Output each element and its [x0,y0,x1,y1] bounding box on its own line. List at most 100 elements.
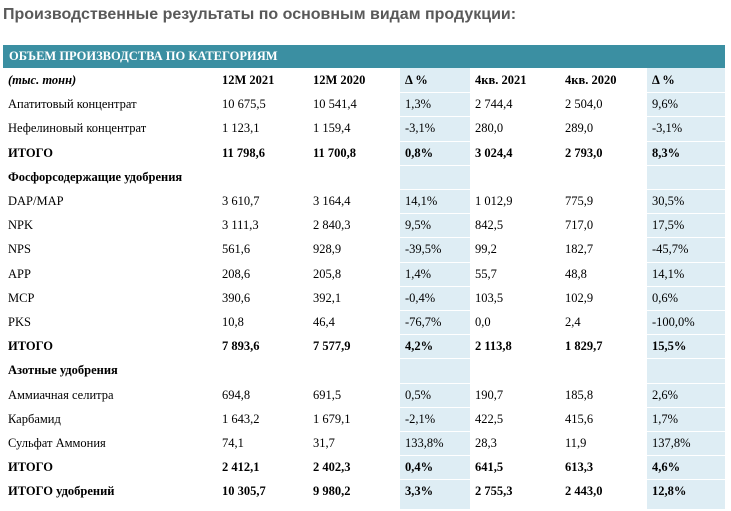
cell: 17,5% [652,218,685,233]
cell: 2 744,4 [475,97,513,112]
row-separator [647,237,725,239]
row-separator [400,164,470,166]
row-label: MCP [8,290,35,305]
cell: 0,4% [405,460,434,475]
cell: 3 164,4 [313,194,351,208]
column-header: 12М 2020 [313,73,366,87]
row-separator [647,116,725,118]
cell: 0,0 [475,315,491,329]
row-separator [647,164,725,166]
row-separator [647,310,725,311]
column-header: Δ % [405,73,428,87]
cell: -76,7% [405,315,442,329]
row-label: ИТОГО [8,145,53,160]
column-header: 12М 2021 [222,73,275,87]
cell: 9,5% [405,218,432,233]
row-label: NPK [8,218,34,233]
row-label: Нефелиновый концентрат [8,121,147,136]
cell: 1,3% [405,97,432,112]
column-header: (тыс. тонн) [8,73,77,87]
cell: 2 402,3 [313,460,351,475]
cell: 280,0 [475,121,504,136]
cell: 11 798,6 [222,145,266,160]
row-label: Апатитовый концентрат [8,97,137,112]
row-label: Фосфорсодержащие удобрения [8,169,183,184]
cell: 7 893,6 [222,339,260,354]
table: ОБЪЕМ ПРОИЗВОДСТВА ПО КАТЕГОРИЯМ (тыс. т… [3,45,725,509]
cell: 190,7 [475,387,504,402]
cell: 641,5 [475,460,504,475]
row-separator [647,406,725,408]
row-separator [400,479,470,481]
row-separator [400,261,470,263]
row-label: PKS [8,315,31,329]
row-separator [647,479,725,481]
row-separator [647,455,725,457]
cell: 717,0 [565,218,594,233]
cell: 2 840,3 [313,218,351,233]
cell: 422,5 [475,411,504,426]
row-separator [400,140,470,142]
row-separator [647,213,725,215]
row-separator [647,92,725,94]
cell: 1 829,7 [565,339,603,354]
row-label: DAP/MAP [8,194,64,208]
cell: 10,8 [222,315,244,329]
cell: 561,6 [222,242,251,257]
cell: 3 610,7 [222,194,260,208]
header-bar: ОБЪЕМ ПРОИЗВОДСТВА ПО КАТЕГОРИЯМ [3,45,725,68]
cell: 11,9 [565,436,587,450]
cell: 3 024,4 [475,145,513,160]
cell: 12,8% [652,484,687,499]
cell: 2,4 [565,315,581,329]
cell: 3,3% [405,484,434,499]
column-header: 4кв. 2021 [475,73,527,87]
row-separator [400,237,470,239]
cell: 2 793,0 [565,145,603,160]
row-separator [400,334,470,336]
cell: 928,9 [313,242,342,257]
cell: 11 700,8 [313,145,357,160]
row-separator [647,189,725,190]
cell: 10 305,7 [222,484,266,499]
cell: 0,6% [652,290,679,305]
row-separator [647,431,725,432]
cell: 74,1 [222,436,244,450]
column-header: Δ % [652,73,675,87]
cell: 55,7 [475,266,497,281]
cell: 102,9 [565,290,594,305]
cell: 415,6 [565,411,594,426]
cell: 15,5% [652,339,687,354]
cell: 2 504,0 [565,97,603,112]
cell: 9 980,2 [313,484,351,499]
cell: 10 675,5 [222,97,266,112]
cell: 28,3 [475,436,497,450]
cell: 691,5 [313,387,342,402]
cell: 137,8% [652,436,691,450]
cell: -3,1% [405,121,436,136]
cell: 10 541,4 [313,97,357,112]
cell: -3,1% [652,121,683,136]
row-separator [400,310,470,311]
title: Производственные результаты по основным … [3,6,517,23]
cell: 613,3 [565,460,594,475]
row-separator [400,92,470,94]
row-separator [400,358,470,360]
cell: 1,7% [652,411,679,426]
cell: 208,6 [222,266,251,281]
row-label: ИТОГО удобрений [8,484,115,499]
row-label: NPS [8,242,31,257]
row-separator [400,431,470,432]
cell: 46,4 [313,315,335,329]
cell: 4,2% [405,339,434,354]
cell: 2 113,8 [475,339,512,354]
row-label: APP [8,266,31,281]
cell: 185,8 [565,387,594,402]
cell: 31,7 [313,436,335,450]
cell: 289,0 [565,121,594,136]
row-separator [647,140,725,142]
cell: 7 577,9 [313,339,351,354]
row-label: ИТОГО [8,339,53,354]
cell: -2,1% [405,411,436,426]
